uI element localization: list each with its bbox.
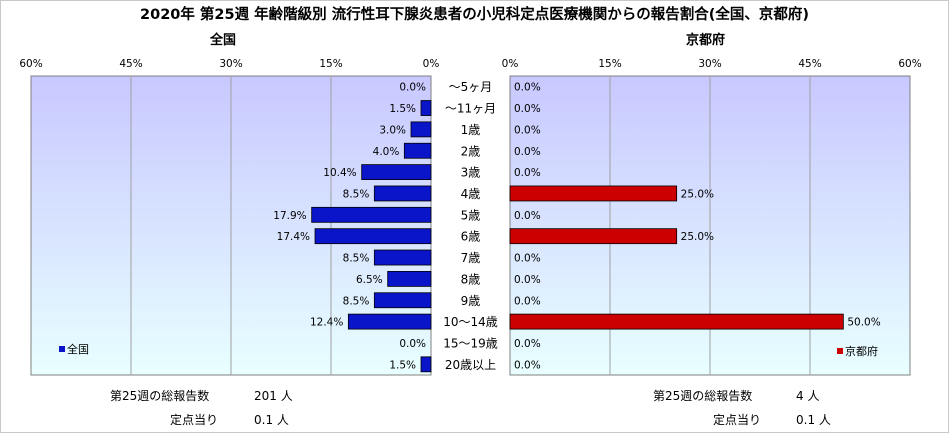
national-data-label: 4.0%	[373, 146, 400, 158]
kyoto-data-label: 0.0%	[514, 146, 541, 158]
legend-swatch-national	[59, 346, 65, 352]
kyoto-data-label: 0.0%	[514, 210, 541, 222]
national-data-label: 8.5%	[343, 253, 370, 265]
left-tick-label: 60%	[19, 58, 42, 70]
category-label: ～11ヶ月	[445, 102, 496, 116]
national-data-label: 12.4%	[310, 317, 343, 329]
category-label: 8歳	[461, 272, 481, 286]
kyoto-data-label: 25.0%	[681, 188, 714, 200]
category-label: 15～19歳	[443, 336, 498, 350]
national-bar	[314, 228, 432, 245]
kyoto-data-label: 0.0%	[514, 274, 541, 286]
kyoto-data-label: 0.0%	[514, 338, 541, 350]
kyoto-bar	[509, 185, 678, 202]
category-label: 10～14歳	[443, 315, 498, 329]
national-data-label: 1.5%	[389, 359, 416, 371]
category-label: 5歳	[461, 208, 481, 222]
left-total-label: 第25週の総報告数	[110, 389, 210, 403]
kyoto-data-label: 0.0%	[514, 82, 541, 94]
kyoto-data-label: 0.0%	[514, 359, 541, 371]
legend-swatch-kyoto	[837, 348, 843, 354]
kyoto-bar	[509, 228, 678, 245]
left-tick-label: 45%	[119, 58, 142, 70]
left-panel-title: 全国	[210, 33, 237, 48]
national-bar	[420, 356, 432, 373]
category-label: 3歳	[461, 166, 481, 180]
right-tick-label: 0%	[502, 58, 519, 70]
national-bar	[373, 292, 432, 309]
left-per-site-label: 定点当り	[170, 413, 219, 427]
national-data-label: 17.9%	[273, 210, 306, 222]
right-tick-label: 30%	[698, 58, 721, 70]
national-data-label: 0.0%	[399, 338, 426, 350]
legend-label-kyoto: 京都府	[845, 344, 878, 358]
kyoto-data-label: 0.0%	[514, 103, 541, 115]
kyoto-data-label: 50.0%	[847, 317, 880, 329]
left-tick-label: 0%	[423, 58, 440, 70]
national-bar	[347, 313, 432, 330]
national-bar	[373, 185, 432, 202]
national-bar	[311, 206, 432, 223]
category-label: ～5ヶ月	[449, 80, 493, 94]
national-data-label: 10.4%	[323, 167, 356, 179]
right-tick-label: 45%	[798, 58, 821, 70]
category-label: 4歳	[461, 187, 481, 201]
right-tick-label: 60%	[898, 58, 921, 70]
national-data-label: 6.5%	[356, 274, 383, 286]
national-bar	[420, 100, 432, 116]
category-label: 6歳	[461, 230, 481, 244]
national-data-label: 8.5%	[343, 295, 370, 307]
national-data-label: 0.0%	[399, 82, 426, 94]
right-panel-title: 京都府	[686, 33, 726, 48]
right-per-site-value: 0.1 人	[796, 413, 831, 427]
kyoto-data-label: 0.0%	[514, 295, 541, 307]
right-total-value: 4 人	[796, 389, 820, 403]
chart-title: 2020年 第25週 年齢階級別 流行性耳下腺炎患者の小児科定点医療機関からの報…	[140, 7, 809, 23]
kyoto-data-label: 0.0%	[514, 124, 541, 136]
kyoto-data-label: 0.0%	[514, 253, 541, 265]
right-tick-label: 15%	[598, 58, 621, 70]
national-bar	[373, 249, 432, 266]
kyoto-bar	[509, 313, 844, 330]
right-total-label: 第25週の総報告数	[653, 389, 753, 403]
national-bar	[403, 142, 432, 159]
left-per-site-value: 0.1 人	[254, 413, 289, 427]
left-tick-label: 30%	[219, 58, 242, 70]
legend-label-national: 全国	[67, 342, 89, 356]
category-label: 7歳	[461, 251, 481, 265]
category-label: 2歳	[461, 144, 481, 158]
kyoto-data-label: 0.0%	[514, 167, 541, 179]
national-data-label: 17.4%	[277, 231, 310, 243]
national-data-label: 1.5%	[389, 103, 416, 115]
national-data-label: 3.0%	[379, 124, 406, 136]
left-total-value: 201 人	[254, 389, 293, 403]
national-data-label: 8.5%	[343, 188, 370, 200]
right-per-site-label: 定点当り	[713, 413, 762, 427]
kyoto-data-label: 25.0%	[681, 231, 714, 243]
category-label: 20歳以上	[445, 358, 496, 372]
national-bar	[361, 164, 432, 181]
national-bar	[387, 270, 432, 287]
category-label: 1歳	[461, 123, 481, 137]
category-label: 9歳	[461, 294, 481, 308]
national-bar	[410, 121, 432, 138]
left-tick-label: 15%	[319, 58, 342, 70]
